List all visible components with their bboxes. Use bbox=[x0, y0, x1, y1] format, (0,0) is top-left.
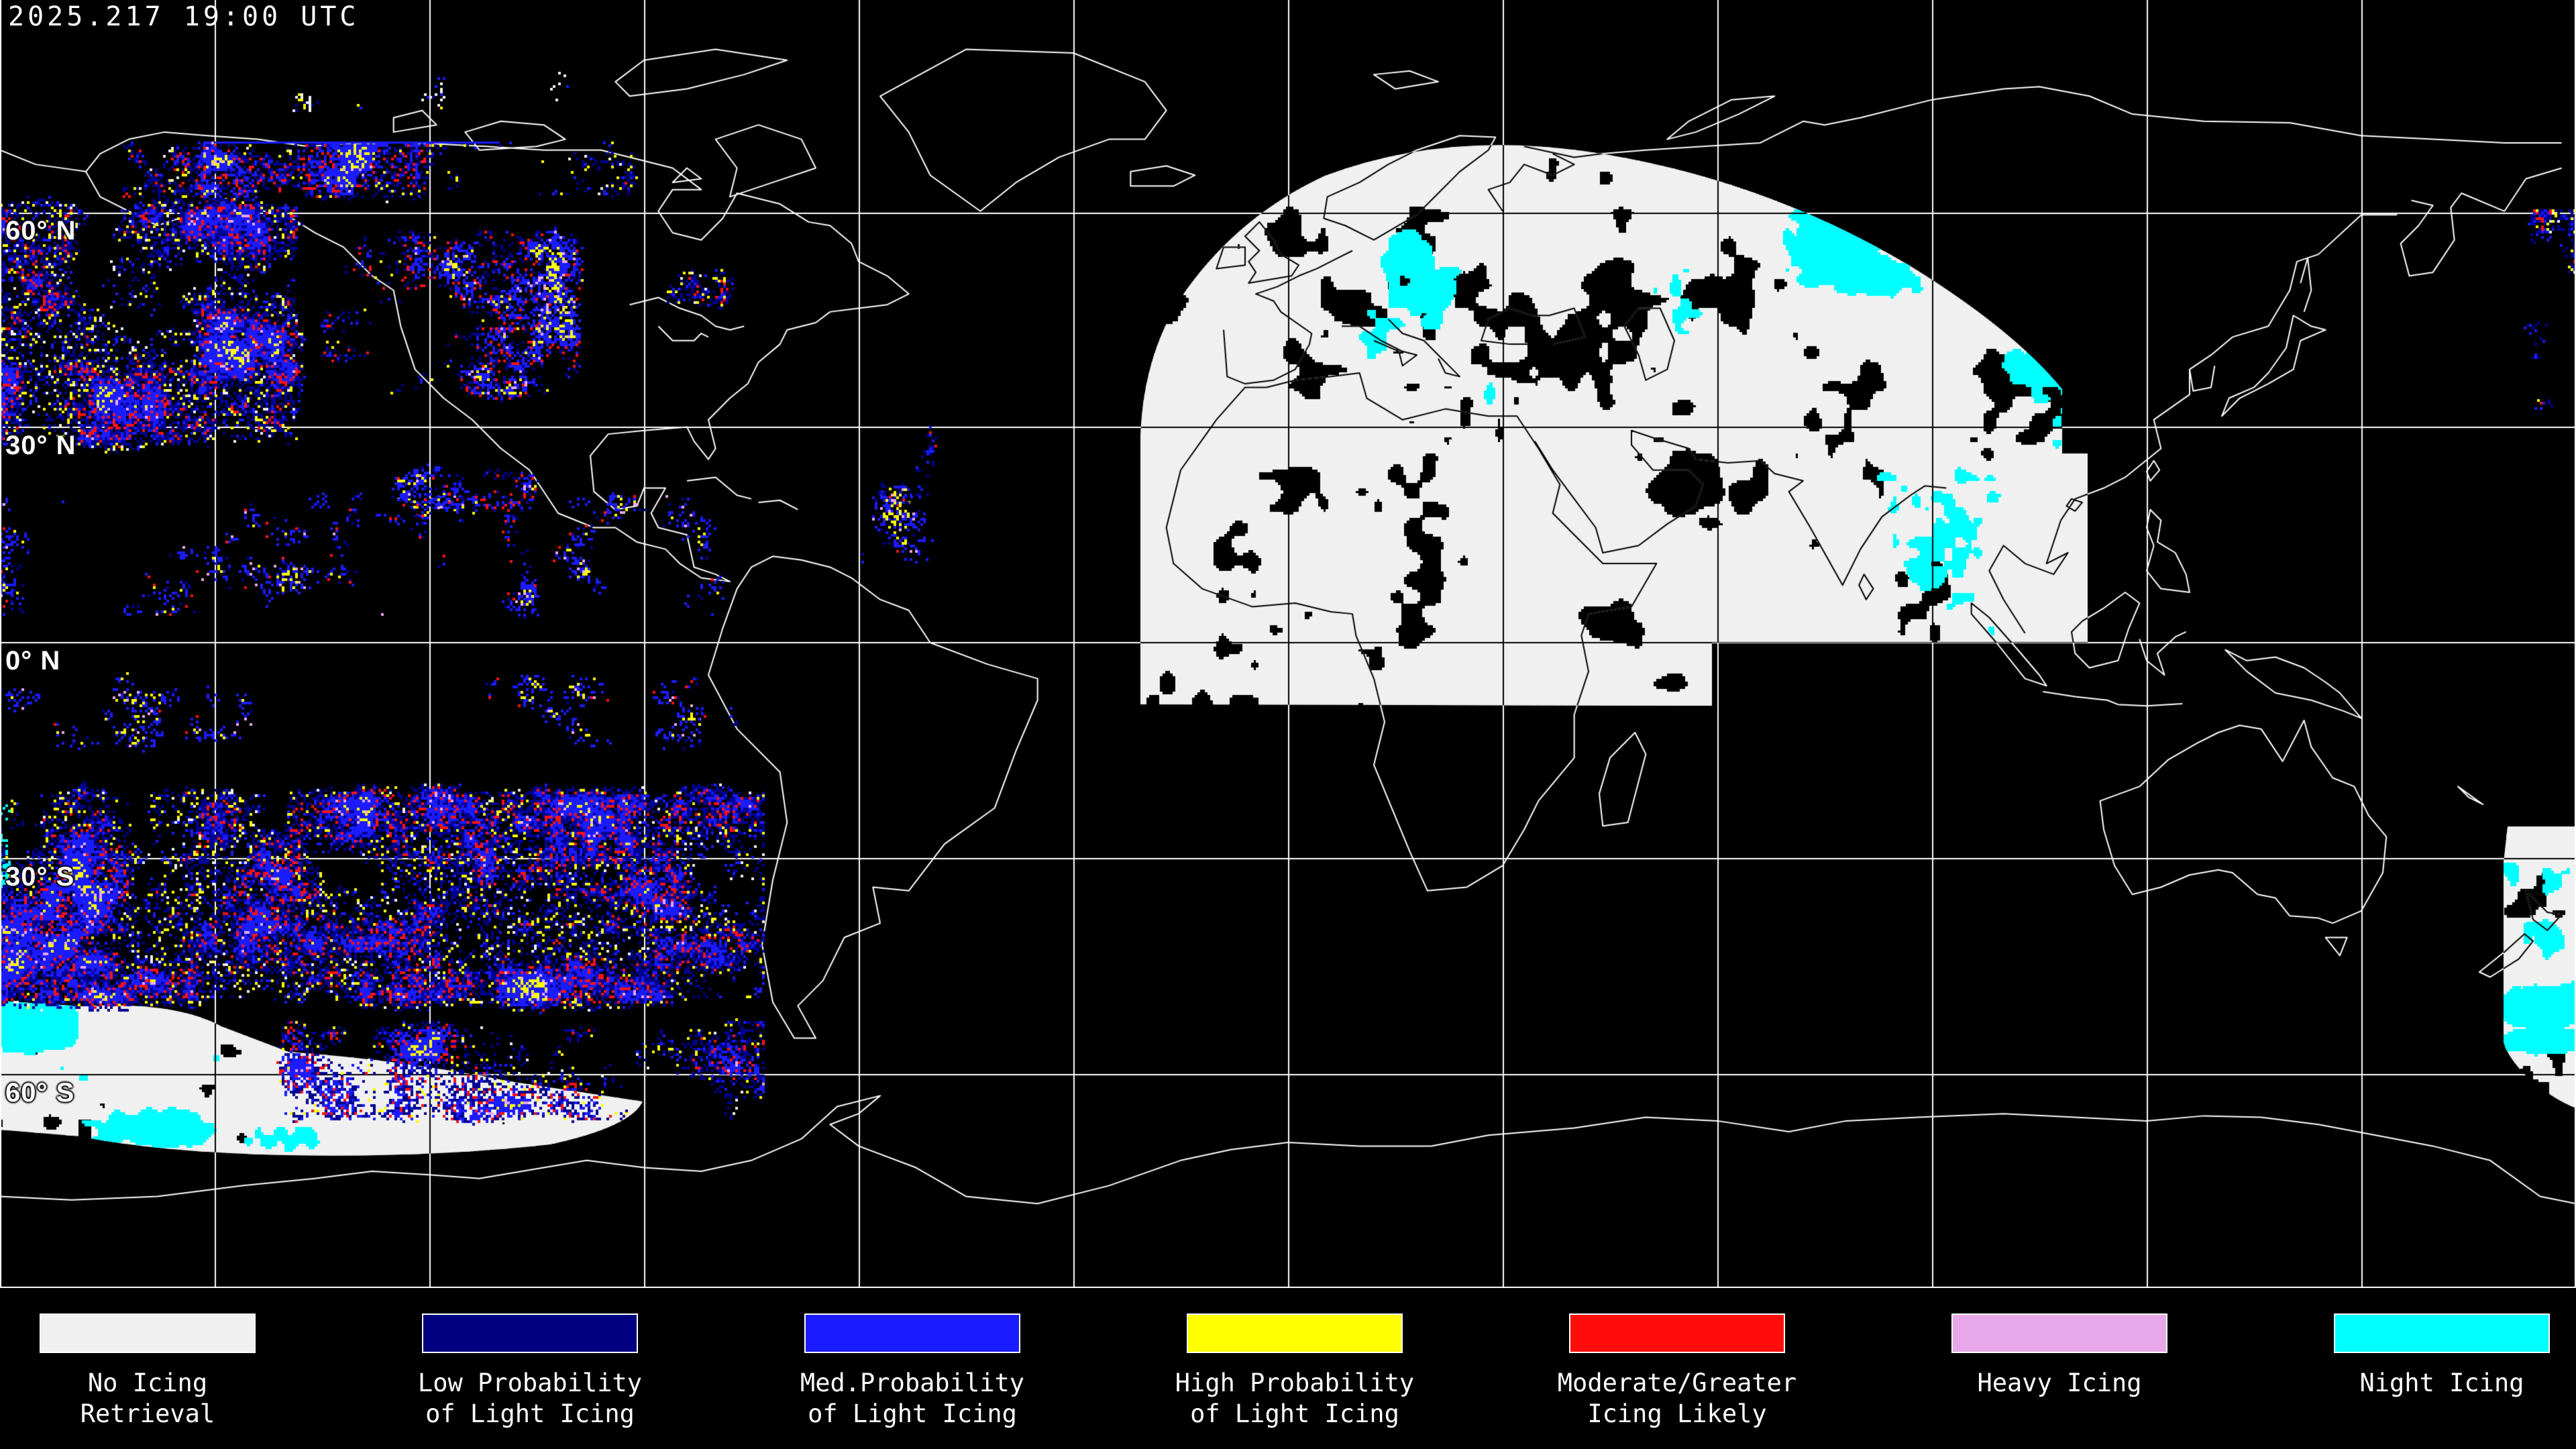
legend-item-label: No Icing Retrieval bbox=[80, 1368, 215, 1428]
legend-item-high-prob-light-icing: High Probability of Light Icing bbox=[1147, 1288, 1442, 1430]
legend-bar: No Icing Retrieval Low Probability of Li… bbox=[0, 1288, 2576, 1449]
latitude-label: 60° S bbox=[5, 1078, 75, 1108]
legend-color-swatch bbox=[804, 1313, 1020, 1353]
legend-item-label: Moderate/Greater Icing Likely bbox=[1557, 1368, 1797, 1428]
legend-item-label: Low Probability of Light Icing bbox=[417, 1368, 643, 1428]
latitude-label: 60° N bbox=[5, 216, 76, 246]
legend-item-low-prob-light-icing: Low Probability of Light Icing bbox=[382, 1288, 678, 1430]
legend-item-med-prob-light-icing: Med.Probability of Light Icing bbox=[765, 1288, 1060, 1430]
legend-color-swatch bbox=[1569, 1313, 1785, 1353]
global-icing-analysis-map bbox=[0, 0, 2576, 1288]
legend-item-label: High Probability of Light Icing bbox=[1175, 1368, 1415, 1428]
legend-item-label: Med.Probability of Light Icing bbox=[800, 1368, 1025, 1428]
legend-color-swatch bbox=[1187, 1313, 1403, 1353]
legend-item-label: Heavy Icing bbox=[1977, 1368, 2142, 1397]
latitude-label: 0° N bbox=[5, 646, 61, 676]
legend-color-swatch bbox=[422, 1313, 638, 1353]
legend-item-no-icing-retrieval: No Icing Retrieval bbox=[0, 1288, 295, 1430]
legend-item-label: Night Icing bbox=[2359, 1368, 2524, 1397]
legend-color-swatch bbox=[40, 1313, 256, 1353]
legend-item-moderate-greater-icing: Moderate/Greater Icing Likely bbox=[1529, 1288, 1825, 1430]
legend-color-swatch bbox=[2334, 1313, 2550, 1353]
timestamp-label: 2025.217 19:00 UTC bbox=[8, 1, 360, 32]
legend-item-heavy-icing: Heavy Icing bbox=[1912, 1288, 2207, 1399]
latitude-label: 30° S bbox=[5, 862, 75, 892]
latitude-label: 30° N bbox=[5, 431, 76, 460]
legend-color-swatch bbox=[1951, 1313, 2167, 1353]
legend-item-night-icing: Night Icing bbox=[2294, 1288, 2576, 1399]
